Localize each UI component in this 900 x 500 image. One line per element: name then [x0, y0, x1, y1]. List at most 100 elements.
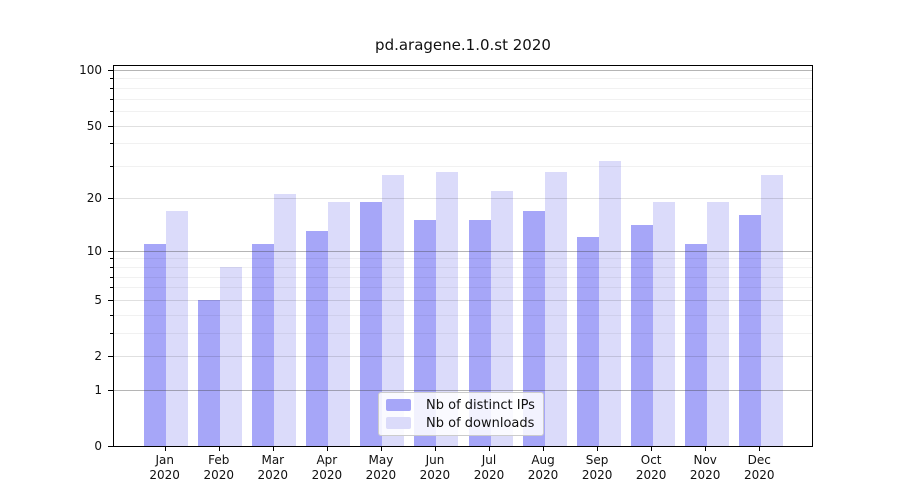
bar-distinct-ips-aug: [522, 210, 545, 446]
gridline-5: [113, 300, 812, 302]
gridline-minor: [113, 266, 812, 268]
y-tick-label: 2: [94, 349, 102, 364]
x-tick-label: Jul 2020: [457, 453, 521, 483]
y-tick-minor: [110, 78, 113, 80]
gridline-50: [113, 125, 812, 127]
bar-downloads-apr: [328, 201, 351, 446]
x-label-year: 2020: [635, 468, 667, 482]
x-label-month: Sep: [585, 453, 609, 467]
x-label-month: Oct: [640, 453, 662, 467]
bar-downloads-nov: [706, 201, 729, 446]
x-tick: [759, 446, 761, 451]
x-label-month: Aug: [531, 453, 555, 467]
bar-downloads-oct: [652, 201, 675, 446]
x-tick: [705, 446, 707, 451]
x-tick-label: Dec 2020: [727, 453, 791, 483]
x-tick: [543, 446, 545, 451]
y-tick: [108, 389, 113, 391]
x-tick-label: Nov 2020: [673, 453, 737, 483]
y-tick: [108, 356, 113, 358]
x-label-month: Dec: [747, 453, 771, 467]
gridline-minor: [113, 98, 812, 100]
x-label-year: 2020: [527, 468, 559, 482]
legend-label-downloads: Nb of downloads: [426, 415, 535, 431]
x-tick-label: Sep 2020: [565, 453, 629, 483]
y-tick-minor: [110, 333, 113, 335]
chart-title: pd.aragene.1.0.st 2020: [375, 36, 551, 54]
bar-downloads-jan: [166, 210, 189, 446]
x-tick-label: Jun 2020: [403, 453, 467, 483]
gridline-minor: [113, 287, 812, 289]
bar-distinct-ips-may: [360, 201, 383, 446]
x-tick: [164, 446, 166, 451]
y-tick: [108, 250, 113, 252]
gridline-minor: [113, 143, 812, 145]
x-label-month: Jul: [481, 453, 497, 467]
x-label-year: 2020: [149, 468, 180, 482]
legend: Nb of distinct IPs Nb of downloads: [378, 392, 544, 436]
y-tick: [108, 446, 113, 447]
bar-distinct-ips-oct: [630, 225, 653, 446]
gridline-1: [113, 389, 812, 391]
bar-downloads-dec: [760, 174, 783, 446]
x-label-year: 2020: [743, 468, 775, 482]
x-label-year: 2020: [365, 468, 397, 482]
x-tick: [380, 446, 382, 451]
legend-item-distinct-ips: Nb of distinct IPs: [386, 398, 535, 413]
y-tick: [108, 69, 113, 71]
y-tick-label: 50: [86, 118, 102, 133]
x-label-month: Nov: [693, 453, 717, 467]
x-label-year: 2020: [473, 468, 505, 482]
x-label-month: Mar: [261, 453, 285, 467]
x-label-month: Apr: [316, 453, 338, 467]
bar-distinct-ips-apr: [306, 230, 329, 446]
x-tick: [218, 446, 220, 451]
bar-downloads-jun: [436, 171, 459, 446]
y-tick-label: 0: [94, 439, 102, 453]
gridline-20: [113, 197, 812, 199]
x-tick-label: Apr 2020: [295, 453, 359, 483]
y-tick-minor: [110, 87, 113, 89]
gridline-minor: [113, 258, 812, 260]
x-tick-label: Oct 2020: [619, 453, 683, 483]
x-tick-label: May 2020: [349, 453, 413, 483]
bar-distinct-ips-jan: [144, 243, 167, 446]
bar-distinct-ips-jul: [468, 220, 491, 446]
y-tick-label: 1: [94, 382, 102, 397]
bar-downloads-sep: [598, 161, 621, 446]
y-tick-minor: [110, 98, 113, 100]
y-tick-minor: [110, 287, 113, 289]
legend-swatch-distinct-ips: [386, 399, 411, 411]
x-tick: [651, 446, 653, 451]
gridline-minor: [113, 111, 812, 113]
gridline-minor: [113, 276, 812, 278]
legend-label-distinct-ips: Nb of distinct IPs: [426, 397, 535, 413]
y-tick-minor: [110, 143, 113, 145]
x-label-month: Jan: [155, 453, 174, 467]
y-tick: [108, 197, 113, 199]
bar-distinct-ips-jun: [414, 220, 437, 446]
y-tick-label: 10: [86, 243, 102, 258]
y-tick-minor: [110, 314, 113, 316]
gridline-minor: [113, 78, 812, 80]
bar-downloads-feb: [220, 266, 243, 446]
x-tick-label: Feb 2020: [187, 453, 251, 483]
bar-downloads-mar: [274, 194, 297, 446]
y-tick-minor: [110, 266, 113, 268]
gridline-100: [113, 69, 812, 71]
x-label-year: 2020: [203, 468, 235, 482]
gridline-minor: [113, 166, 812, 168]
x-tick: [434, 446, 436, 451]
x-tick: [326, 446, 328, 451]
x-label-year: 2020: [581, 468, 613, 482]
gridline-2: [113, 356, 812, 358]
bar-downloads-may: [382, 174, 405, 446]
legend-item-downloads: Nb of downloads: [386, 416, 535, 431]
gridline-minor: [113, 87, 812, 89]
x-label-year: 2020: [311, 468, 343, 482]
x-label-month: Jun: [425, 453, 445, 467]
y-tick-label: 5: [94, 293, 102, 308]
gridline-10: [113, 250, 812, 252]
y-tick-label: 100: [79, 62, 102, 77]
bar-distinct-ips-sep: [576, 237, 599, 446]
